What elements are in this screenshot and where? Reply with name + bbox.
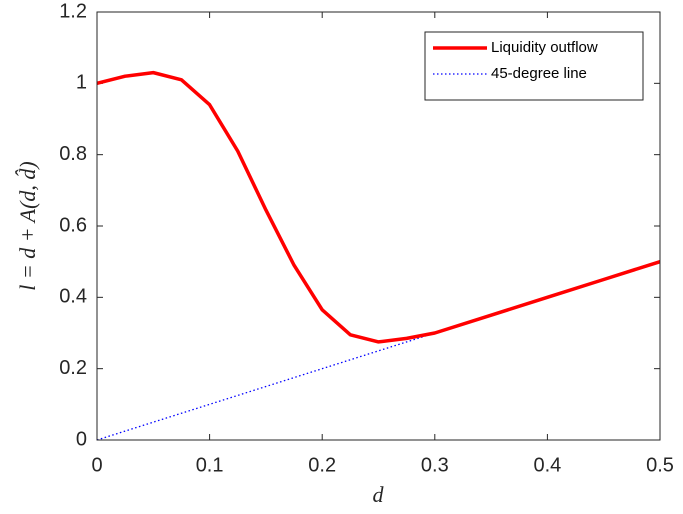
y-tick-label: 0.8 (59, 143, 87, 165)
legend: Liquidity outflow 45-degree line (424, 31, 644, 101)
y-tick-label: 0 (76, 428, 87, 450)
x-tick-label: 0.1 (196, 454, 224, 476)
x-tick-label: 0 (91, 454, 102, 476)
x-tick-label: 0.5 (646, 454, 674, 476)
x-tick-label: 0.2 (308, 454, 336, 476)
legend-box (424, 31, 644, 101)
axes-box (96, 11, 661, 441)
y-axis-label: l = d + A(d, d̂) (15, 161, 40, 291)
y-tick-label: 1 (76, 72, 87, 94)
x-tick-label: 0.4 (533, 454, 561, 476)
y-tick-label: 1.2 (59, 0, 87, 22)
y-tick-label: 0.6 (59, 214, 87, 236)
legend-label: 45-degree line (491, 65, 587, 82)
series-line (96, 70, 661, 344)
x-axis-label: d (373, 482, 385, 507)
x-tick-label: 0.3 (421, 454, 449, 476)
y-tick-label: 0.4 (59, 286, 87, 308)
legend-label: Liquidity outflow (491, 39, 598, 56)
y-tick-label: 0.2 (59, 357, 87, 379)
